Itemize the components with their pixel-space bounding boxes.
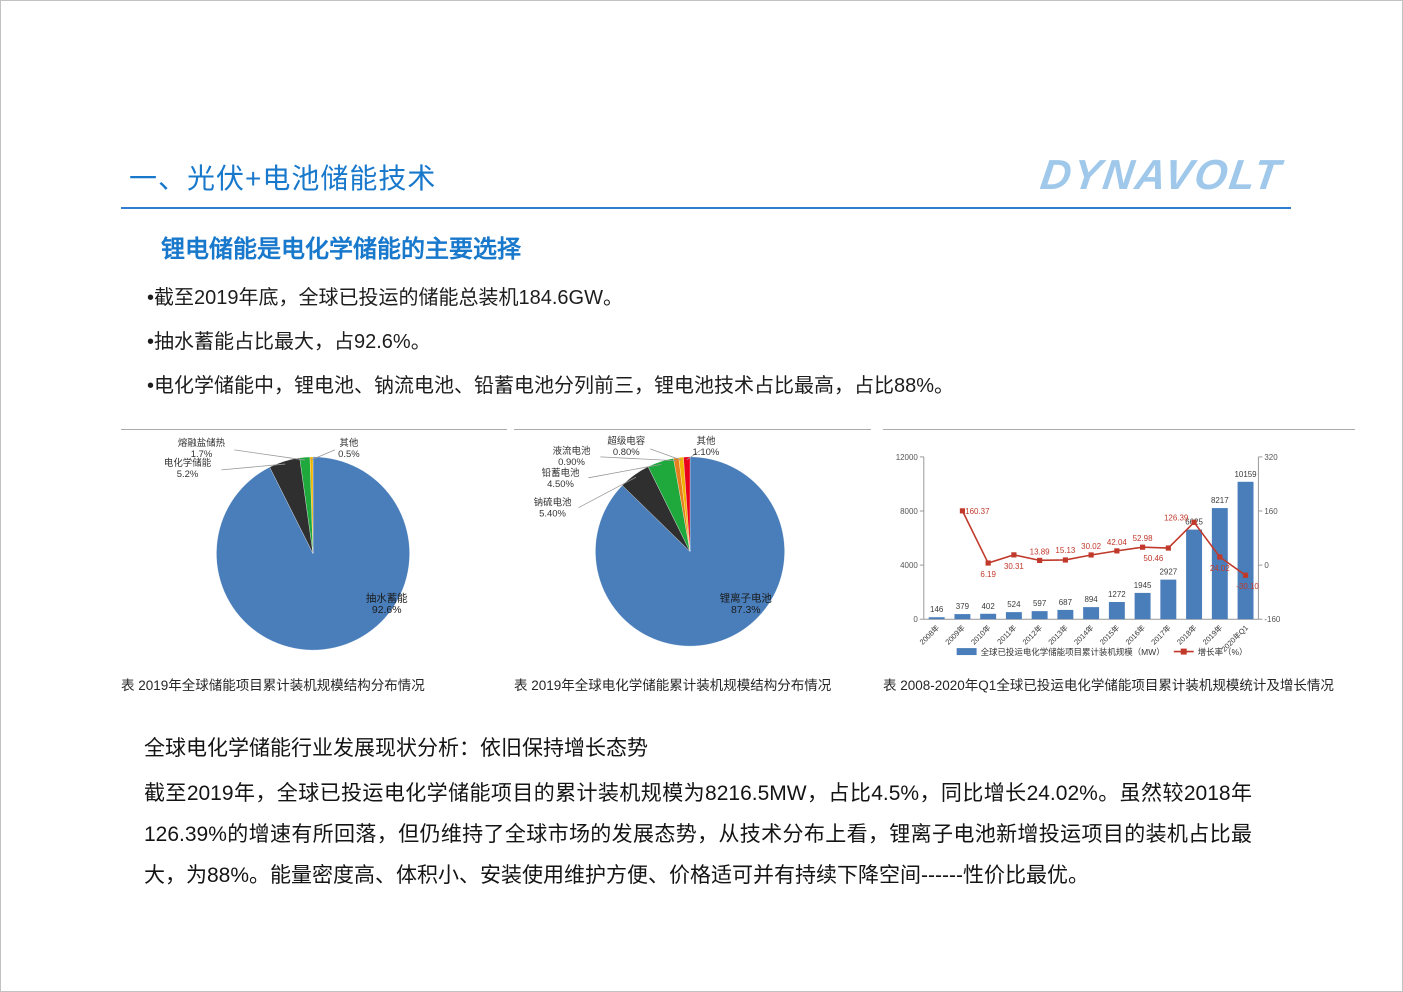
svg-text:10159: 10159 bbox=[1234, 470, 1257, 479]
pie-chart-storage-structure: 抽水蓄能 92.6% 电化学储能 5.2% 熔融盐储热 1.7% 其他 0.5% 表 2019… bbox=[121, 429, 507, 694]
header-divider bbox=[121, 207, 1291, 209]
analysis-block: 全球电化学储能行业发展现状分析：依旧保持增长态势 截至2019年，全球已投运电化… bbox=[144, 734, 1252, 896]
svg-text:铅蓄电池: 铅蓄电池 bbox=[542, 467, 580, 479]
svg-text:-160: -160 bbox=[1264, 615, 1280, 624]
chart-caption-storage-structure: 表 2019年全球储能项目累计装机规模结构分布情况 bbox=[121, 678, 425, 693]
svg-text:126.39: 126.39 bbox=[1164, 513, 1189, 522]
svg-text:5.40%: 5.40% bbox=[539, 509, 566, 520]
svg-text:2016年: 2016年 bbox=[1123, 622, 1147, 646]
svg-text:687: 687 bbox=[1059, 598, 1073, 607]
section-subtitle: 锂电储能是电化学储能的主要选择 bbox=[161, 236, 521, 263]
svg-text:2019年: 2019年 bbox=[1200, 622, 1224, 646]
chart-caption-electrochemical-structure: 表 2019年全球电化学储能累计装机规模结构分布情况 bbox=[514, 678, 832, 693]
dynavolt-logo: DYNAVOLT bbox=[1037, 151, 1286, 198]
svg-text:87.3%: 87.3% bbox=[731, 605, 761, 616]
svg-text:0.80%: 0.80% bbox=[613, 447, 640, 458]
svg-text:2017年: 2017年 bbox=[1149, 622, 1173, 646]
svg-text:52.98: 52.98 bbox=[1133, 534, 1153, 543]
svg-text:30.02: 30.02 bbox=[1081, 542, 1101, 551]
combo-chart-cumulative-capacity-canvas: 0 4000 8000 12000 -160 0 160 320 146 2008年 379 2009… bbox=[883, 429, 1355, 657]
svg-text:8217: 8217 bbox=[1211, 496, 1229, 505]
svg-text:熔融盐储热: 熔融盐储热 bbox=[178, 437, 226, 449]
chart-caption-cumulative-capacity: 表 2008-2020年Q1全球已投运电化学储能项目累计装机规模统计及增长情况 bbox=[883, 678, 1334, 693]
svg-text:0.90%: 0.90% bbox=[558, 457, 585, 468]
svg-text:5.2%: 5.2% bbox=[177, 469, 199, 480]
svg-text:320: 320 bbox=[1264, 453, 1278, 462]
bullet-item-electrochemical: •电化学储能中，锂电池、钠流电池、铅蓄电池分列前三，锂电池技术占比最高，占比88… bbox=[147, 375, 955, 397]
svg-text:379: 379 bbox=[956, 602, 970, 611]
svg-text:1.10%: 1.10% bbox=[693, 447, 720, 458]
svg-text:30.31: 30.31 bbox=[1004, 562, 1024, 571]
analysis-heading: 全球电化学储能行业发展现状分析：依旧保持增长态势 bbox=[144, 737, 648, 760]
svg-text:0: 0 bbox=[913, 615, 918, 624]
svg-text:超级电容: 超级电容 bbox=[607, 435, 645, 447]
svg-text:钠硫电池: 钠硫电池 bbox=[534, 497, 572, 509]
svg-text:其他: 其他 bbox=[696, 435, 715, 447]
svg-text:电化学储能: 电化学储能 bbox=[164, 457, 212, 469]
svg-text:160: 160 bbox=[1264, 507, 1278, 516]
svg-text:597: 597 bbox=[1033, 599, 1047, 608]
svg-text:2009年: 2009年 bbox=[943, 622, 967, 646]
combo-chart-cumulative-capacity: 0 4000 8000 12000 -160 0 160 320 146 2008年 379 2009… bbox=[883, 429, 1355, 694]
svg-text:2014年: 2014年 bbox=[1071, 622, 1095, 646]
page-title: 一、光伏+电池储能技术 bbox=[129, 163, 437, 194]
svg-text:全球已投运电化学储能项目累计装机规模（MW）: 全球已投运电化学储能项目累计装机规模（MW） bbox=[981, 647, 1165, 657]
svg-text:13.89: 13.89 bbox=[1030, 547, 1050, 556]
svg-text:92.6%: 92.6% bbox=[372, 605, 402, 616]
svg-text:2015年: 2015年 bbox=[1097, 622, 1121, 646]
svg-text:其他: 其他 bbox=[339, 437, 358, 449]
svg-text:24.02: 24.02 bbox=[1210, 564, 1230, 573]
svg-text:146: 146 bbox=[930, 605, 944, 614]
svg-text:1272: 1272 bbox=[1108, 590, 1126, 599]
svg-text:-30.10: -30.10 bbox=[1236, 582, 1259, 591]
svg-text:894: 894 bbox=[1084, 595, 1098, 604]
analysis-body: 截至2019年，全球已投运电化学储能项目的累计装机规模为8216.5MW，占比4… bbox=[144, 782, 1252, 887]
svg-text:2018年: 2018年 bbox=[1174, 622, 1198, 646]
svg-text:402: 402 bbox=[982, 602, 996, 611]
svg-text:增长率（%）: 增长率（%） bbox=[1198, 647, 1248, 657]
svg-text:2010年: 2010年 bbox=[968, 622, 992, 646]
svg-text:0.5%: 0.5% bbox=[338, 449, 360, 460]
svg-text:15.13: 15.13 bbox=[1055, 546, 1075, 555]
svg-text:抽水蓄能: 抽水蓄能 bbox=[366, 591, 408, 604]
svg-text:液流电池: 液流电池 bbox=[553, 445, 591, 457]
svg-text:锂离子电池: 锂离子电池 bbox=[720, 591, 773, 604]
svg-text:6.19: 6.19 bbox=[980, 570, 996, 579]
svg-text:0: 0 bbox=[1264, 561, 1269, 570]
svg-text:4.50%: 4.50% bbox=[547, 479, 574, 490]
svg-text:2013年: 2013年 bbox=[1046, 622, 1070, 646]
svg-text:42.04: 42.04 bbox=[1107, 538, 1127, 547]
svg-text:2011年: 2011年 bbox=[995, 622, 1019, 646]
svg-text:4000: 4000 bbox=[900, 561, 918, 570]
svg-text:2927: 2927 bbox=[1159, 568, 1177, 577]
svg-text:1.7%: 1.7% bbox=[191, 449, 213, 460]
svg-text:2012年: 2012年 bbox=[1020, 622, 1044, 646]
svg-text:160.37: 160.37 bbox=[965, 507, 990, 516]
svg-text:12000: 12000 bbox=[896, 453, 919, 462]
pie-chart-electrochemical-structure: 锂离子电池 87.3% 钠硫电池 5.40% 铅蓄电池 4.50% 液流电池 0.90% 超级电… bbox=[514, 429, 871, 694]
svg-text:524: 524 bbox=[1007, 600, 1021, 609]
bullet-item-total-capacity: •截至2019年底，全球已投运的储能总装机184.6GW。 bbox=[147, 287, 623, 309]
svg-text:8000: 8000 bbox=[900, 507, 918, 516]
svg-text:2008年: 2008年 bbox=[917, 622, 941, 646]
svg-text:50.46: 50.46 bbox=[1143, 554, 1163, 563]
bullet-list: •截至2019年底，全球已投运的储能总装机184.6GW。 •抽水蓄能占比最大，… bbox=[147, 285, 954, 417]
svg-text:1945: 1945 bbox=[1134, 581, 1152, 590]
bullet-item-pumped-hydro: •抽水蓄能占比最大，占92.6%。 bbox=[147, 331, 431, 353]
